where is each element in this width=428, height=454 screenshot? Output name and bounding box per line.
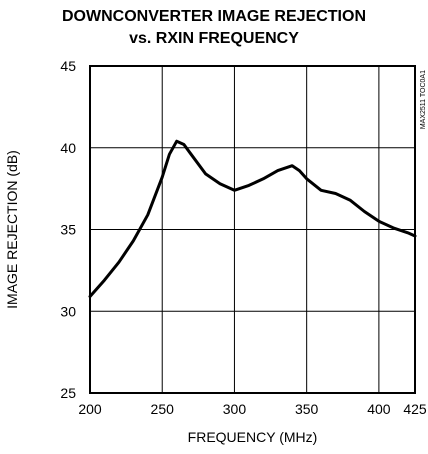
chart-title-line-2: vs. RXIN FREQUENCY [129, 30, 299, 47]
plot-frame [89, 65, 416, 394]
x-tick-label: 350 [295, 401, 319, 417]
y-tick-label: 45 [60, 58, 76, 74]
y-tick-label: 25 [60, 385, 76, 401]
y-tick-label: 40 [60, 140, 76, 156]
x-tick-label: 200 [78, 401, 102, 417]
series-line [88, 139, 417, 298]
x-tick-label: 400 [367, 401, 391, 417]
series-layer [88, 139, 417, 298]
y-axis-label: IMAGE REJECTION (dB) [4, 150, 20, 309]
y-tick-label: 35 [60, 222, 76, 238]
chart-title-line-1: DOWNCONVERTER IMAGE REJECTION [61, 8, 366, 25]
tick-label-layer: 200 250 300 350 400 425 25 30 35 40 45 [60, 58, 426, 417]
chart-title: DOWNCONVERTER IMAGE REJECTION vs. RXIN F… [0, 6, 428, 50]
x-tick-label: 250 [151, 401, 175, 417]
y-tick-label: 30 [60, 303, 76, 319]
x-tick-label: 300 [223, 401, 247, 417]
x-axis-label: FREQUENCY (MHz) [188, 429, 318, 445]
grid-layer [90, 66, 415, 393]
x-tick-label: 425 [403, 401, 427, 417]
part-code-label: MAX2511 TOC0A1 [420, 70, 427, 129]
